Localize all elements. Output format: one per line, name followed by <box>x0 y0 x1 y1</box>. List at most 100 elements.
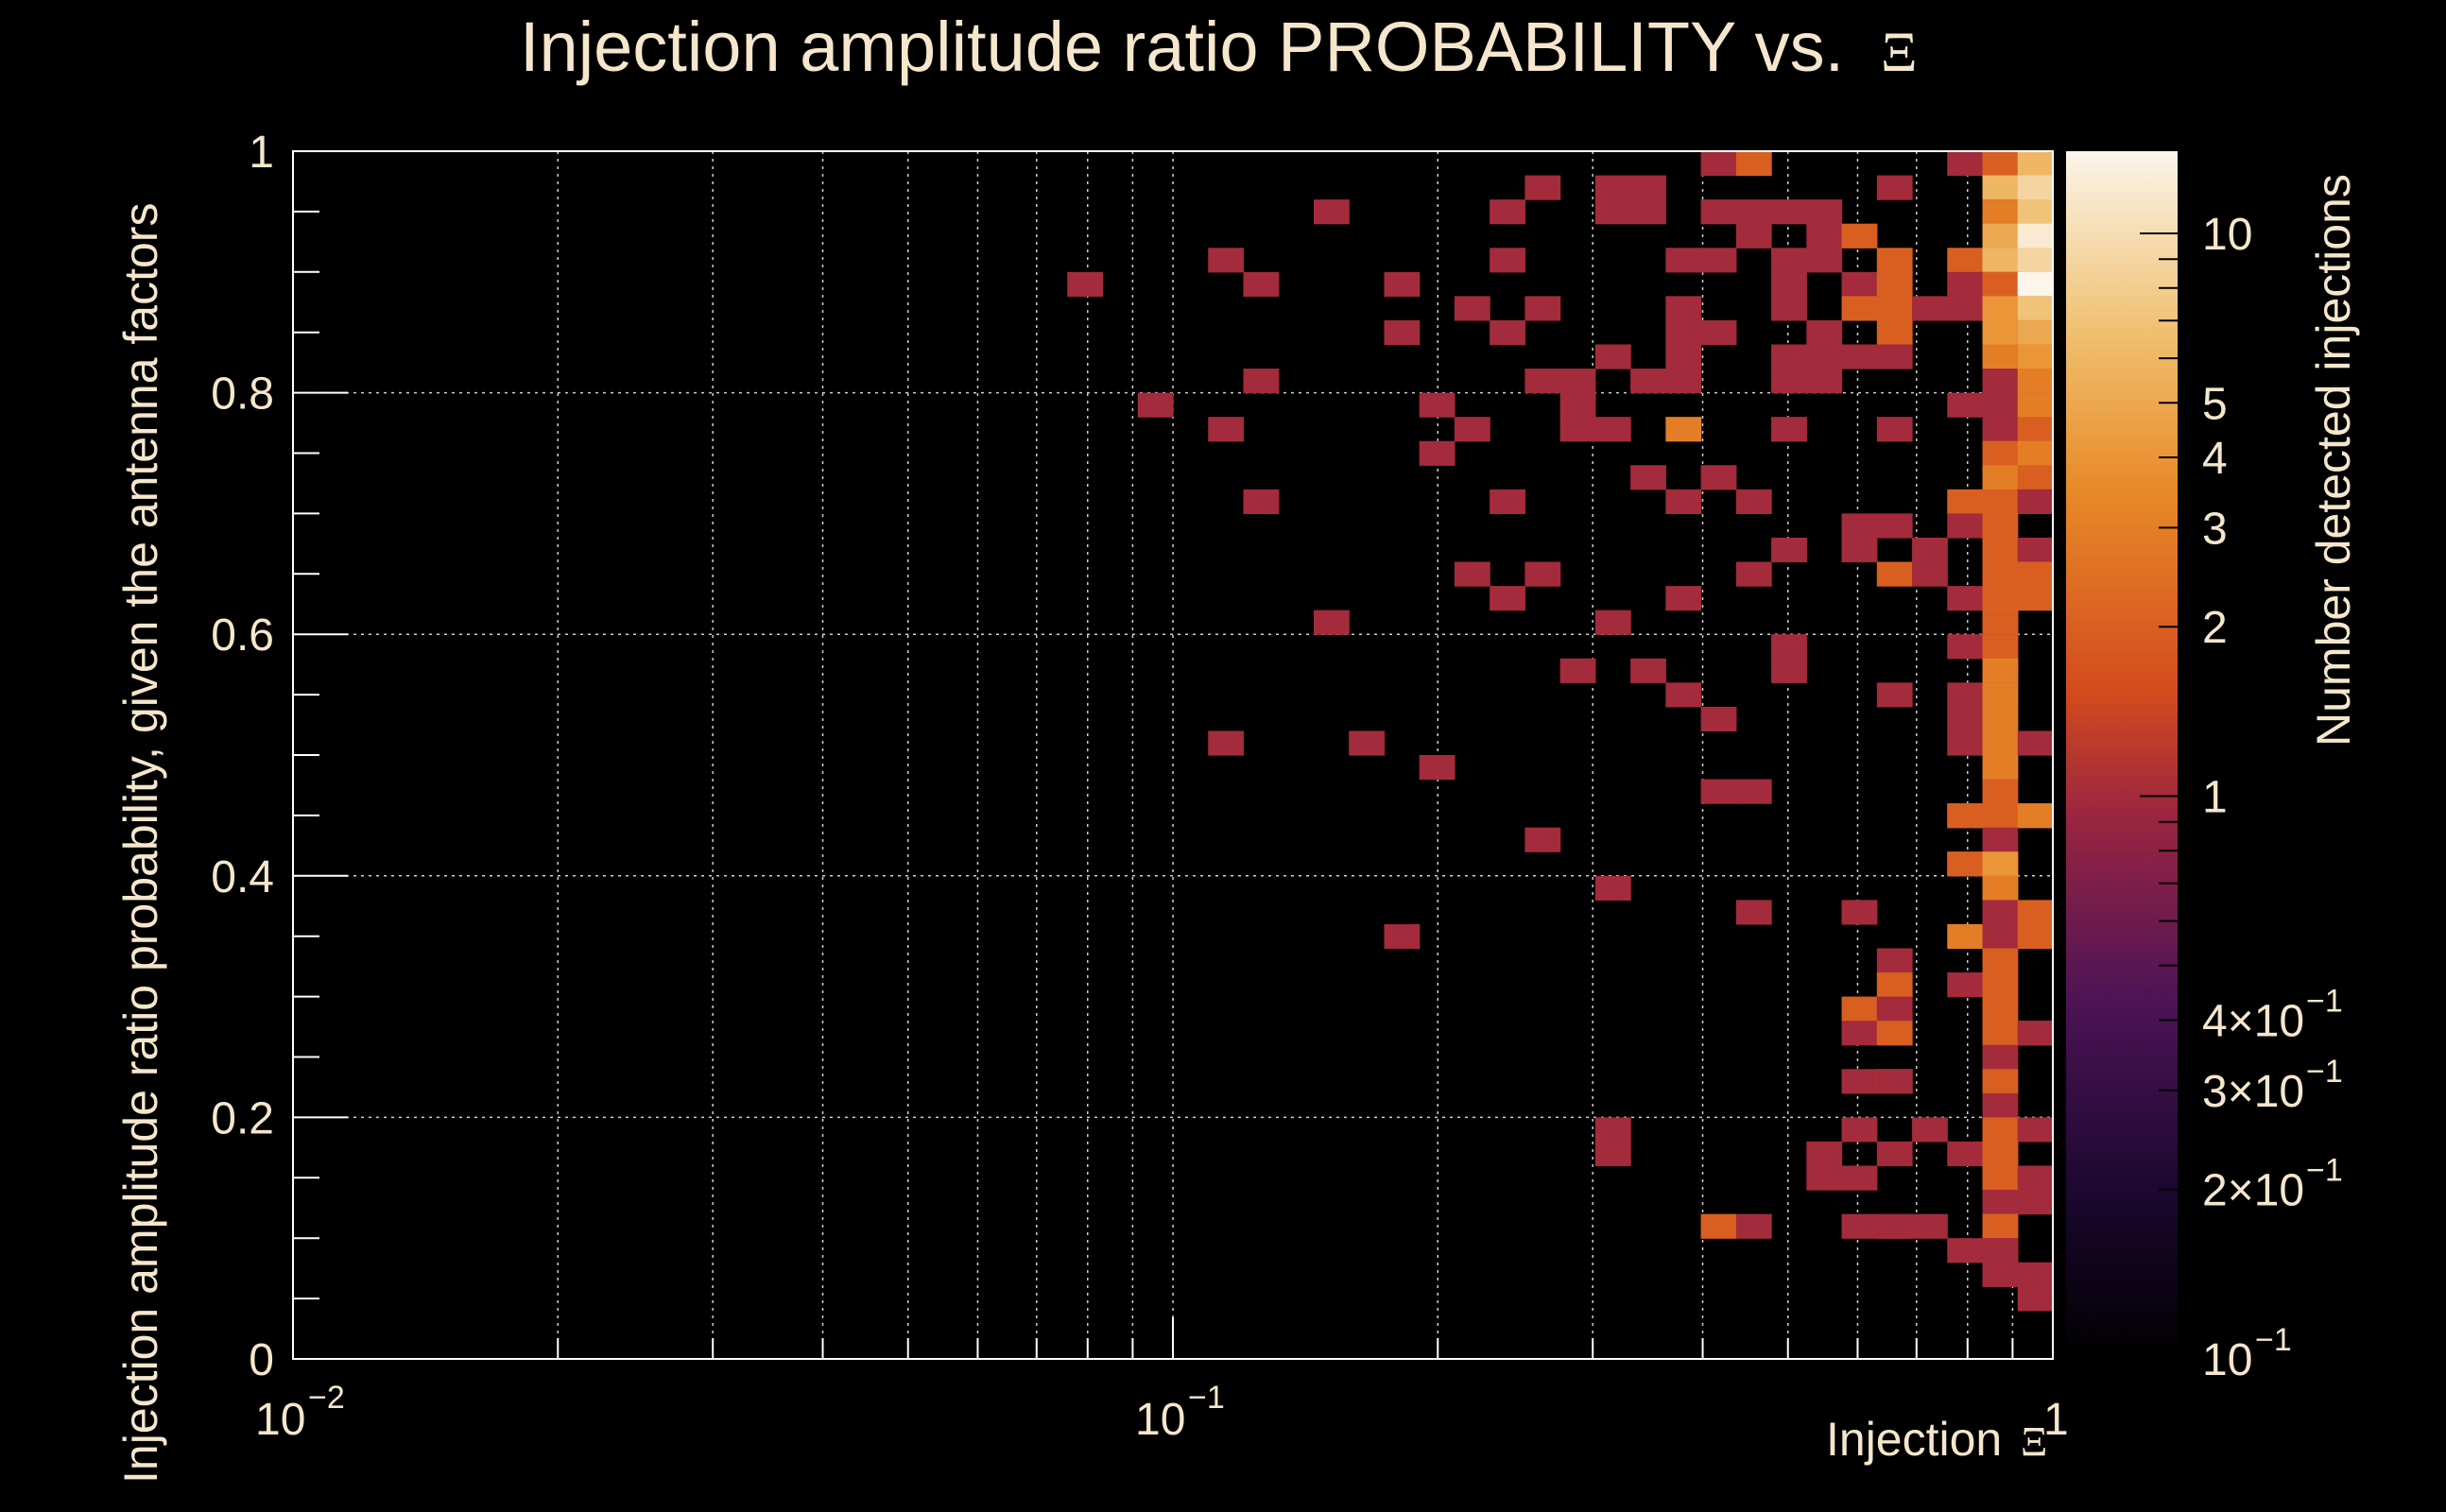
heatmap-cell <box>1806 1141 1843 1167</box>
heatmap-cell <box>1208 730 1245 756</box>
heatmap-cell <box>1982 248 2019 273</box>
heatmap-cell <box>1137 392 1174 418</box>
y-axis-label: Injection amplitude ratio probability, g… <box>114 203 167 1484</box>
heatmap-cell <box>1735 779 1772 804</box>
heatmap-cell <box>2017 248 2054 273</box>
heatmap-cell <box>1982 319 2019 346</box>
heatmap-cell <box>2017 1021 2054 1046</box>
colorbar-tick-label-text: 4×10 <box>2202 996 2304 1046</box>
heatmap-cell <box>1841 344 1878 369</box>
heatmap-cell <box>1982 948 2019 973</box>
colorbar-tick-label: 10 <box>2202 210 2252 260</box>
heatmap-cell <box>2017 465 2054 490</box>
heatmap-cell <box>2017 151 2054 177</box>
heatmap-cell <box>1982 465 2019 490</box>
heatmap-cell <box>1771 658 1807 683</box>
heatmap-cell <box>1806 369 1843 394</box>
heatmap-cell <box>1982 1069 2019 1094</box>
heatmap-cell <box>1912 296 1948 321</box>
colorbar-tick-label-text: 3 <box>2202 504 2228 554</box>
heatmap-cell <box>1947 803 1984 829</box>
heatmap-cell <box>1876 1141 1913 1167</box>
heatmap-cell <box>2017 199 2054 225</box>
heatmap-cell <box>1594 199 1631 225</box>
heatmap-cell <box>1982 296 2019 321</box>
colorbar-tick-label: 5 <box>2202 379 2228 429</box>
heatmap-cell <box>1841 1213 1878 1239</box>
colorbar-tick-label-exponent: −1 <box>2306 1153 2343 1189</box>
heatmap-cell <box>2017 1165 2054 1191</box>
heatmap-cell <box>1806 223 1843 249</box>
heatmap-cell <box>2017 1286 2054 1312</box>
heatmap-cell <box>1982 369 2019 394</box>
heatmap-cell <box>1524 561 1561 587</box>
heatmap-cell <box>1665 586 1702 611</box>
heatmap-cell <box>1982 561 2019 587</box>
heatmap-cell <box>1419 392 1456 418</box>
heatmap-cell <box>1806 1165 1843 1191</box>
heatmap-cell <box>1982 634 2019 660</box>
heatmap-cell <box>1630 465 1666 490</box>
heatmap-cell <box>1806 319 1843 346</box>
heatmap-cell <box>1490 319 1525 346</box>
heatmap-cell <box>2017 1190 2054 1215</box>
x-axis-label-group: Injection Ξ <box>1826 1413 2047 1466</box>
heatmap-cell <box>1982 199 2019 225</box>
heatmap-cell <box>2017 730 2054 756</box>
heatmap-cell <box>1735 900 1772 925</box>
colorbar-tick-label-text: 2 <box>2202 603 2228 653</box>
heatmap-cell <box>2017 344 2054 369</box>
heatmap-cell <box>1594 417 1631 442</box>
x-tick-label: 10 −1 <box>1135 1380 1225 1445</box>
y-tick-labels: 0 0.2 0.4 0.6 0.8 1 <box>211 128 274 1385</box>
heatmap-cell <box>1982 1190 2019 1215</box>
heatmap-cell <box>1735 489 1772 514</box>
colorbar-tick-label-text: 10 <box>2202 1335 2252 1385</box>
heatmap-cell <box>1771 296 1807 321</box>
x-tick-label-base: 10 <box>1135 1395 1185 1445</box>
heatmap-cell <box>1735 223 1772 249</box>
heatmap-cell <box>1982 682 2019 708</box>
heatmap-cell <box>1735 199 1772 225</box>
colorbar-tick-label: 3×10 −1 <box>2202 1054 2343 1117</box>
heatmap-cell <box>1454 417 1490 442</box>
heatmap-cell <box>2017 296 2054 321</box>
heatmap-cell <box>1841 1021 1878 1046</box>
colorbar-tick-label-exponent: −1 <box>2255 1322 2292 1358</box>
heatmap-cell <box>1982 489 2019 514</box>
heatmap-cell <box>1912 1213 1948 1239</box>
heatmap-cell <box>2017 1262 2054 1287</box>
x-axis-label: Injection <box>1826 1413 2002 1466</box>
heatmap-cell <box>1947 248 1984 273</box>
heatmap-cell <box>1243 271 1280 297</box>
heatmap-cell <box>1876 175 1913 200</box>
x-tick-label-exponent: −2 <box>308 1380 345 1416</box>
x-tick-labels: 10 −2 10 −1 1 <box>255 1380 2069 1445</box>
heatmap-cell <box>1841 1117 1878 1143</box>
heatmap-cell <box>1982 875 2019 901</box>
heatmap-cell <box>1067 271 1104 297</box>
heatmap-cell <box>1982 1021 2019 1046</box>
colorbar-tick-label-text: 5 <box>2202 379 2228 429</box>
heatmap-cell <box>1841 900 1878 925</box>
heatmap-cell <box>1490 248 1525 273</box>
heatmap-cell <box>1876 996 1913 1022</box>
heatmap-cell <box>1454 561 1490 587</box>
heatmap-cell <box>1982 730 2019 756</box>
heatmap-cell <box>1982 513 2019 539</box>
heatmap-cell <box>1982 803 2019 829</box>
heatmap-cell <box>1771 417 1807 442</box>
heatmap-cell <box>1876 561 1913 587</box>
heatmap-cell <box>2017 392 2054 418</box>
plot-frame <box>292 150 2054 1360</box>
heatmap-cell <box>1982 151 2019 177</box>
heatmap-cell <box>2017 223 2054 249</box>
heatmap-cell <box>1665 344 1702 369</box>
heatmap-cell <box>1208 248 1245 273</box>
heatmap-cell <box>1982 779 2019 804</box>
heatmap-cell <box>1524 175 1561 200</box>
heatmap-cell <box>1208 417 1245 442</box>
heatmap-cell <box>1700 151 1737 177</box>
heatmap-cell <box>2017 900 2054 925</box>
